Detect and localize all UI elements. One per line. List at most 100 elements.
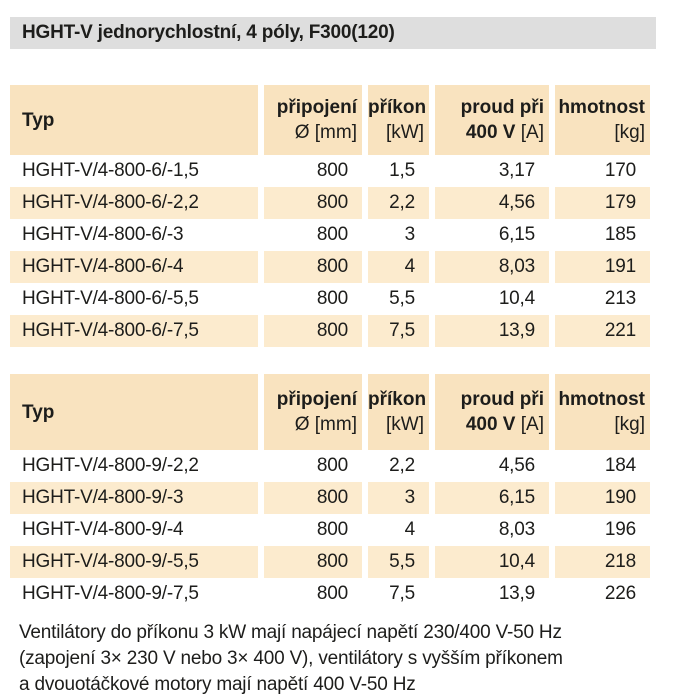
table-row: HGHT-V/4-800-9/-3 800 3 6,15 190 (10, 482, 650, 514)
col-header-line: hmotnost (558, 389, 645, 410)
footnote: Ventilátory do příkonu 3 kW mají napájec… (19, 620, 674, 695)
col-header-unit: [kg] (614, 414, 645, 435)
cell-a: 8,03 (498, 519, 535, 540)
cell-a: 6,15 (498, 224, 535, 245)
cell-a: 10,4 (435, 546, 549, 578)
cell-d: 800 (316, 455, 348, 476)
col-header-line: hmotnost (558, 97, 645, 118)
cell-kw: 4 (368, 251, 429, 283)
cell-typ: HGHT-V/4-800-9/-3 (10, 482, 258, 514)
cell-kw: 2,2 (389, 455, 415, 476)
cell-kg: 213 (604, 288, 636, 309)
cell-kg: 218 (555, 546, 650, 578)
cell-d: 800 (264, 187, 362, 219)
footnote-line: Ventilátory do příkonu 3 kW mají napájec… (19, 622, 562, 643)
col-header-unit: 400 V [A] (435, 412, 544, 437)
col-header-pripojeni: připojení Ø [mm] (264, 85, 362, 155)
cell-a: 6,15 (435, 482, 549, 514)
cell-kw: 1,5 (389, 160, 415, 181)
unit-label: [A] (515, 122, 544, 143)
cell-typ: HGHT-V/4-800-6/-2,2 (10, 187, 258, 219)
col-header-unit: Ø [mm] (294, 122, 357, 143)
cell-typ: HGHT-V/4-800-6/-4 (10, 251, 258, 283)
col-header-line: příkon (368, 97, 427, 118)
cell-typ: HGHT-V/4-800-6/-5,5 (22, 288, 199, 309)
col-header-typ: Typ (10, 374, 258, 450)
col-header-unit: [kW] (386, 122, 424, 143)
cell-d: 800 (316, 160, 348, 181)
table-header: Typ připojení Ø [mm] příkon [kW] proud p… (10, 85, 650, 155)
cell-a: 3,17 (498, 160, 535, 181)
voltage-label: 400 V (465, 414, 516, 435)
col-header-line: připojení (276, 389, 357, 410)
cell-typ: HGHT-V/4-800-9/-5,5 (10, 546, 258, 578)
cell-kg: 196 (604, 519, 636, 540)
col-header-pripojeni: připojení Ø [mm] (264, 374, 362, 450)
cell-a: 4,56 (498, 455, 535, 476)
col-header-prikon: příkon [kW] (368, 374, 429, 450)
col-header-line: proud při (460, 97, 544, 118)
table-row: HGHT-V/4-800-9/-2,2 800 2,2 4,56 184 (10, 450, 650, 482)
col-header-line: připojení (276, 97, 357, 118)
col-header-line: proud při (460, 389, 544, 410)
col-header-unit: [kW] (386, 414, 424, 435)
cell-kw: 7,5 (368, 315, 429, 347)
cell-kw: 5,5 (368, 546, 429, 578)
col-header-line: příkon (368, 389, 427, 410)
table-row: HGHT-V/4-800-6/-2,2 800 2,2 4,56 179 (10, 187, 650, 219)
footnote-line: a dvouotáčkové motory mají napětí 400 V-… (19, 674, 416, 695)
cell-d: 800 (316, 519, 348, 540)
cell-typ: HGHT-V/4-800-9/-4 (22, 519, 184, 540)
cell-d: 800 (316, 583, 348, 604)
cell-kw: 5,5 (389, 288, 415, 309)
cell-d: 800 (316, 224, 348, 245)
cell-typ: HGHT-V/4-800-9/-2,2 (22, 455, 199, 476)
col-header-proud: proud při 400 V [A] (435, 374, 549, 450)
table-row: HGHT-V/4-800-9/-7,5 800 7,5 13,9 226 (10, 578, 650, 610)
cell-typ: HGHT-V/4-800-6/-1,5 (22, 160, 199, 181)
cell-kg: 185 (604, 224, 636, 245)
cell-a: 10,4 (498, 288, 535, 309)
cell-a: 13,9 (498, 583, 535, 604)
table-body: HGHT-V/4-800-9/-2,2 800 2,2 4,56 184 HGHT-V/4… (10, 450, 650, 610)
cell-kw: 3 (368, 482, 429, 514)
cell-d: 800 (316, 288, 348, 309)
col-header-unit: [kg] (614, 122, 645, 143)
spec-table-800-9: Typ připojení Ø [mm] příkon [kW] proud p… (10, 374, 650, 610)
cell-kw: 4 (404, 519, 416, 540)
col-header-proud: proud při 400 V [A] (435, 85, 549, 155)
cell-kg: 221 (555, 315, 650, 347)
table-row: HGHT-V/4-800-6/-1,5 800 1,5 3,17 170 (10, 155, 650, 187)
cell-a: 13,9 (435, 315, 549, 347)
cell-a: 8,03 (435, 251, 549, 283)
cell-kg: 191 (555, 251, 650, 283)
section-title-bar: HGHT-V jednorychlostní, 4 póly, F300(120… (10, 17, 656, 49)
cell-typ: HGHT-V/4-800-6/-3 (22, 224, 184, 245)
cell-kg: 170 (604, 160, 636, 181)
table-row: HGHT-V/4-800-6/-7,5 800 7,5 13,9 221 (10, 315, 650, 347)
col-header-unit: 400 V [A] (435, 120, 544, 145)
catalog-page: HGHT-V jednorychlostní, 4 póly, F300(120… (0, 17, 674, 695)
cell-kg: 226 (604, 583, 636, 604)
spec-table-800-6: Typ připojení Ø [mm] příkon [kW] proud p… (10, 85, 650, 347)
cell-d: 800 (264, 251, 362, 283)
voltage-label: 400 V (465, 122, 516, 143)
cell-kg: 190 (555, 482, 650, 514)
footnote-line: (zapojení 3× 230 V nebo 3× 400 V), venti… (19, 648, 563, 669)
cell-a: 4,56 (435, 187, 549, 219)
cell-kw: 3 (404, 224, 416, 245)
cell-d: 800 (264, 482, 362, 514)
unit-label: [A] (515, 414, 544, 435)
cell-kg: 184 (604, 455, 636, 476)
table-header: Typ připojení Ø [mm] příkon [kW] proud p… (10, 374, 650, 450)
cell-kg: 179 (555, 187, 650, 219)
cell-d: 800 (264, 546, 362, 578)
table-row: HGHT-V/4-800-9/-4 800 4 8,03 196 (10, 514, 650, 546)
col-header-typ: Typ (10, 85, 258, 155)
cell-typ: HGHT-V/4-800-9/-7,5 (22, 583, 199, 604)
col-header-hmotnost: hmotnost [kg] (555, 85, 650, 155)
table-row: HGHT-V/4-800-9/-5,5 800 5,5 10,4 218 (10, 546, 650, 578)
cell-kw: 7,5 (389, 583, 415, 604)
table-body: HGHT-V/4-800-6/-1,5 800 1,5 3,17 170 HGHT-V/4… (10, 155, 650, 347)
cell-typ: HGHT-V/4-800-6/-7,5 (10, 315, 258, 347)
